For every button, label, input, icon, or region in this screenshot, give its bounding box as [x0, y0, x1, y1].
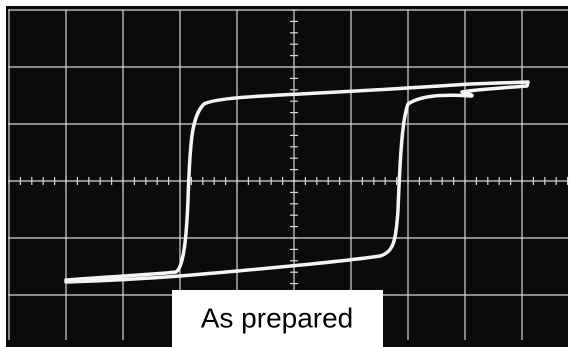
caption: As prepared [201, 302, 354, 333]
oscilloscope-screen: As prepared [0, 0, 574, 347]
page: {"label": "As prepared"} As prepared (()… [0, 0, 574, 347]
